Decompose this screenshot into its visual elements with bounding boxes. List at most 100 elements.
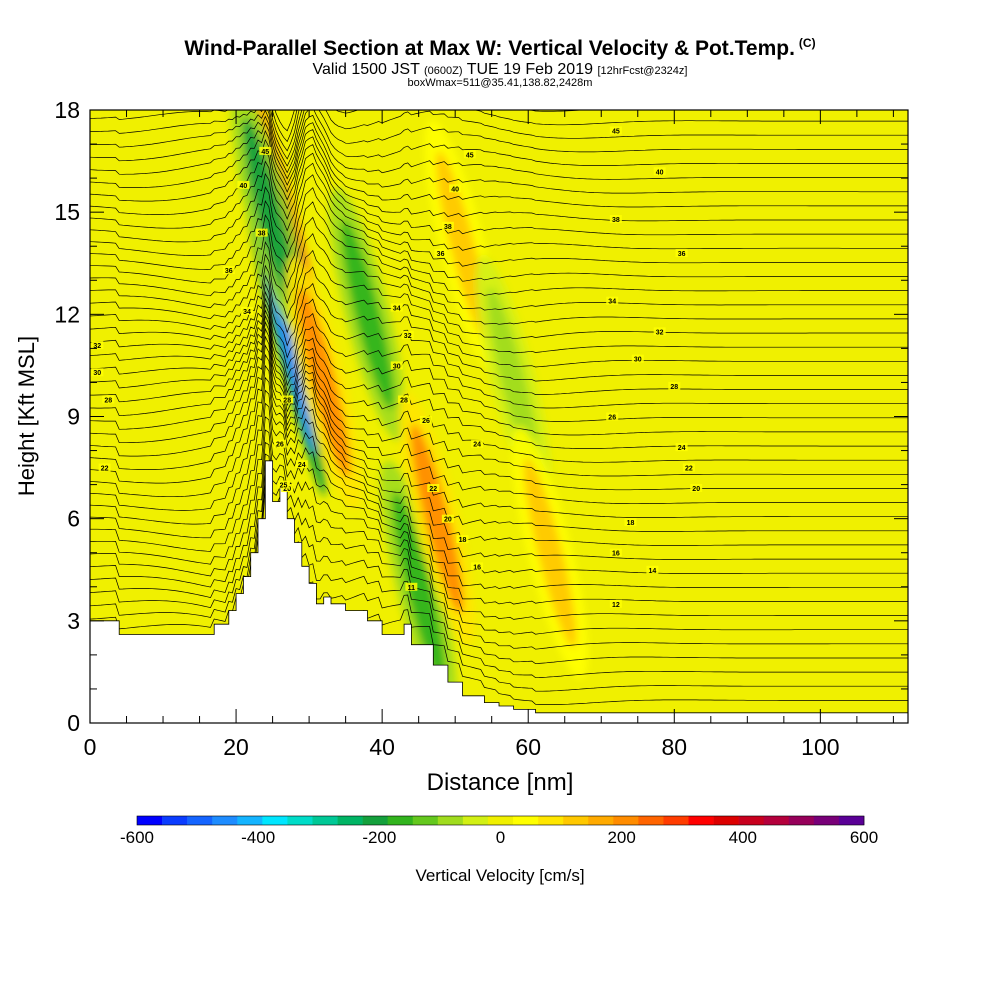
isentrope-4 [90, 453, 908, 650]
isentrope-39 [90, 110, 908, 167]
w-feature-core [341, 219, 394, 409]
contour-label-30: 22 [682, 463, 695, 473]
contour-label-text: 24 [473, 442, 481, 449]
contour-label-10: 36 [434, 249, 447, 258]
colorbar-swatch [638, 816, 664, 825]
contour-label-bg [471, 439, 484, 448]
contour-label-text: 45 [261, 149, 269, 156]
contour-label-bg [606, 412, 619, 421]
contour-label-bg [609, 126, 622, 135]
contour-label-text: 26 [422, 418, 430, 425]
contour-label-bg [405, 582, 418, 591]
contour-label-bg [419, 415, 432, 424]
contour-label-bg [390, 303, 403, 312]
contour-label-text: 11 [408, 585, 416, 592]
field-blobs [230, 110, 589, 714]
contour-label-text: 20 [444, 517, 452, 524]
isentrope-24 [90, 264, 908, 368]
isentrope-26 [90, 233, 908, 340]
contour-label-text: 24 [298, 462, 306, 469]
box-max-info: boxWmax=511@35.41,138.82,2428m [407, 77, 593, 89]
valid-date: TUE 19 Feb 2019 [466, 61, 593, 78]
x-tick-label: 60 [515, 734, 541, 760]
contour-label-19: 30 [390, 361, 403, 370]
colorbar-frame [136, 815, 865, 826]
contour-label-20: 30 [91, 368, 104, 377]
contour-label-21: 28 [668, 381, 681, 391]
isentrope-1 [90, 481, 908, 692]
contour-label-text: 22 [685, 466, 693, 473]
colorbar-swatch [362, 816, 388, 825]
y-tick-label: 18 [54, 97, 80, 123]
isentrope-3 [90, 464, 908, 665]
contour-label-bg [682, 463, 695, 472]
contour-label-13: 34 [390, 303, 403, 313]
pot-temp-contours [90, 110, 908, 705]
contour-label-text: 22 [101, 466, 109, 473]
contour-label-bg [401, 330, 414, 339]
contour-label-bg [675, 443, 688, 452]
contour-label-bg [241, 306, 254, 315]
vertical-velocity-field [90, 110, 908, 723]
isentrope-17 [90, 314, 908, 463]
contour-label-14: 34 [241, 306, 254, 316]
contour-label-32: 22 [98, 463, 111, 473]
contour-label-7: 38 [441, 221, 454, 231]
contour-label-text: 38 [612, 217, 620, 224]
colorbar-swatch [813, 816, 840, 825]
w-feature-core [410, 424, 464, 614]
colorbar-swatch [738, 816, 765, 825]
isentrope-18 [90, 309, 908, 449]
pot-temp-labels: 45 45 45 40 40 40 38 38 38 36 36 36 34 34 34 32 32 32 30 30… [91, 126, 703, 609]
contour-label-bg [441, 514, 454, 523]
colorbar: -600 -400 -200 0 200 400 600 [120, 815, 878, 847]
chart-title-text: Wind-Parallel Section at Max W: Vertical… [184, 37, 795, 60]
field-background [90, 110, 908, 723]
contour-label-37: 18 [456, 535, 469, 544]
contour-label-41: 12 [609, 599, 622, 609]
contour-label-36: 18 [624, 518, 637, 527]
contour-label-bg [456, 535, 469, 544]
isentrope-40 [90, 110, 908, 160]
colorbar-swatch [437, 816, 464, 825]
w-feature-6 [398, 392, 475, 645]
contour-label-42: 11 [405, 582, 418, 592]
contour-label-text: 38 [258, 231, 266, 238]
contour-label-2: 45 [259, 146, 272, 156]
contour-label-31: 22 [427, 484, 440, 493]
isentrope-37 [90, 114, 908, 180]
contour-label-24: 28 [281, 395, 294, 404]
contour-label-6: 38 [609, 214, 622, 224]
contour-label-bg [631, 354, 644, 363]
isentrope-41 [270, 110, 908, 152]
terrain-profile [90, 460, 908, 723]
contour-label-text: 18 [627, 520, 635, 527]
isentrope-12 [90, 353, 908, 532]
isentrope-32 [90, 152, 908, 251]
chart-subtitle: Valid 1500 JST (0600Z) TUE 19 Feb 2019 [… [0, 61, 1000, 79]
contour-label-text: 34 [393, 306, 401, 313]
contour-label-text: 26 [608, 415, 616, 422]
terrain [90, 460, 908, 723]
isentrope-27 [90, 216, 908, 325]
contour-label-bg [390, 361, 403, 370]
contour-label-text: 12 [612, 602, 620, 609]
contour-label-43: 26 [273, 439, 286, 449]
valid-time: Valid 1500 JST [312, 61, 420, 78]
isentrope-25 [90, 249, 908, 354]
contour-label-text: 45 [466, 152, 474, 159]
contour-label-1: 45 [463, 150, 476, 159]
contour-label-0: 45 [609, 126, 622, 135]
contour-label-bg [653, 167, 666, 176]
contour-label-23: 28 [102, 395, 115, 404]
y-tick-label: 15 [54, 199, 80, 225]
contour-label-11: 36 [222, 266, 235, 275]
contour-label-33: 20 [690, 484, 703, 493]
colorbar-tick-label: -200 [362, 828, 396, 847]
contour-label-bg [398, 395, 411, 404]
contour-label-text: 22 [429, 486, 437, 493]
isentrope-31 [90, 162, 908, 267]
contour-label-text: 36 [225, 268, 233, 275]
contour-label-17: 32 [91, 340, 104, 350]
